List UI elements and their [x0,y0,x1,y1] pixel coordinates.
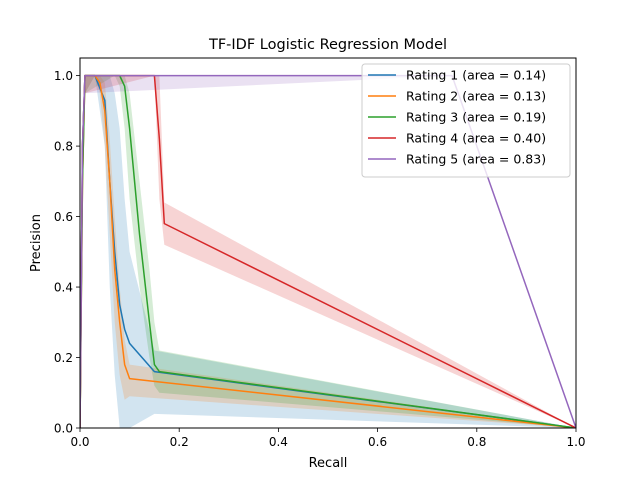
y-axis-label: Precision [29,214,44,272]
legend-label: Rating 3 (area = 0.19) [406,110,546,125]
legend-box [361,63,571,178]
rating-1-band [80,75,576,428]
y-tick-label: 0.2 [54,351,73,365]
x-axis-ticks: 0.0 0.2 0.4 0.6 0.8 1.0 [70,428,586,449]
series-lines [80,74,576,428]
y-tick-label: 0.4 [54,281,73,295]
rating-5-line [80,74,576,428]
legend-label: Rating 2 (area = 0.13) [406,89,546,104]
legend-label: Rating 4 (area = 0.40) [406,131,546,146]
rating-2-band [80,75,576,428]
rating-3-band [80,75,576,428]
chart-title: TF-IDF Logistic Regression Model [208,37,447,53]
y-tick-label: 0.0 [54,422,73,436]
x-tick-label: 1.0 [566,435,585,449]
x-tick-label: 0.4 [269,435,288,449]
legend-label: Rating 5 (area = 0.83) [406,152,546,167]
y-tick-label: 1.0 [54,69,73,83]
legend: Rating 1 (area = 0.14) Rating 2 (area = 0… [361,63,571,178]
x-tick-label: 0.0 [70,435,89,449]
x-axis-label: Recall [309,456,348,471]
x-tick-label: 0.8 [467,435,486,449]
legend-label: Rating 1 (area = 0.14) [406,68,546,83]
x-tick-label: 0.6 [368,435,387,449]
confidence-bands [80,75,576,428]
x-tick-label: 0.2 [170,435,189,449]
plot-area-frame [79,57,577,429]
y-tick-label: 0.6 [54,210,73,224]
y-axis-ticks: 0.0 0.2 0.4 0.6 0.8 1.0 [54,69,80,436]
y-tick-label: 0.8 [54,140,73,154]
